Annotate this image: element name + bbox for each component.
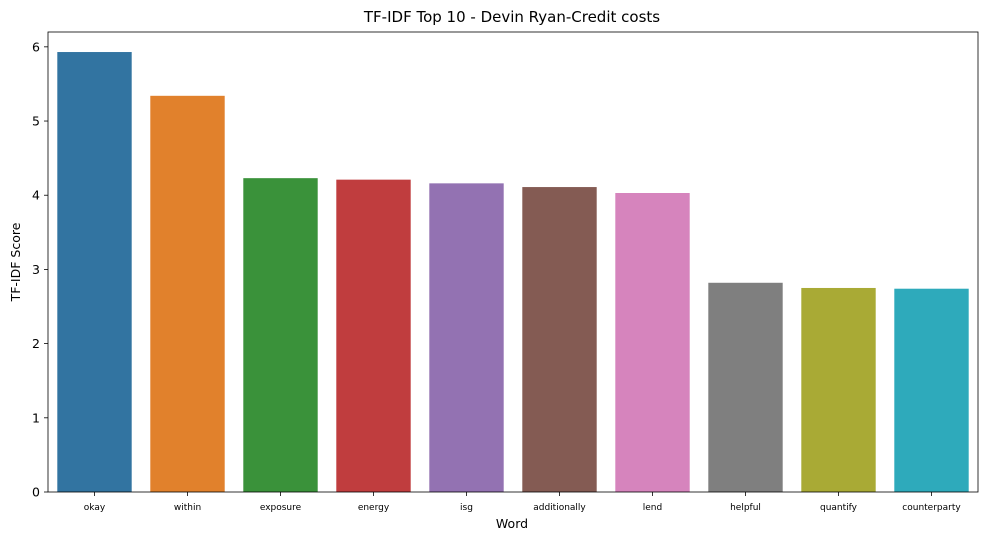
bar-counterparty [894, 288, 969, 492]
bar-lend [615, 193, 690, 492]
y-tick-label: 3 [32, 262, 40, 277]
y-tick-label: 4 [32, 188, 40, 203]
x-tick-label: quantify [820, 503, 858, 513]
y-axis-label: TF-IDF Score [8, 222, 23, 302]
bar-within [150, 95, 225, 492]
bar-quantify [801, 287, 876, 492]
x-tick-label: exposure [260, 503, 302, 513]
x-tick-label: lend [643, 503, 662, 513]
y-tick-label: 1 [32, 410, 40, 425]
y-tick-label: 0 [32, 485, 40, 500]
bar-additionally [522, 187, 597, 492]
x-tick-label: helpful [730, 503, 761, 513]
plot-frame [47, 31, 979, 493]
y-tick-label: 2 [32, 336, 40, 351]
x-tick-label: okay [84, 503, 106, 513]
x-tick-label: energy [358, 503, 390, 513]
y-tick-label: 5 [32, 114, 40, 129]
bar-exposure [243, 178, 318, 492]
x-tick-label: isg [460, 503, 473, 513]
bar-okay [57, 52, 132, 492]
y-tick-label: 6 [32, 39, 40, 54]
bar-energy [336, 179, 411, 492]
x-axis-label: Word [496, 516, 528, 531]
chart-title: TF-IDF Top 10 - Devin Ryan-Credit costs [363, 8, 660, 26]
bar-helpful [708, 282, 783, 492]
x-tick-label: counterparty [902, 503, 961, 513]
x-tick-label: within [174, 503, 201, 513]
x-tick-label: additionally [533, 503, 586, 513]
bar-isg [429, 183, 504, 492]
